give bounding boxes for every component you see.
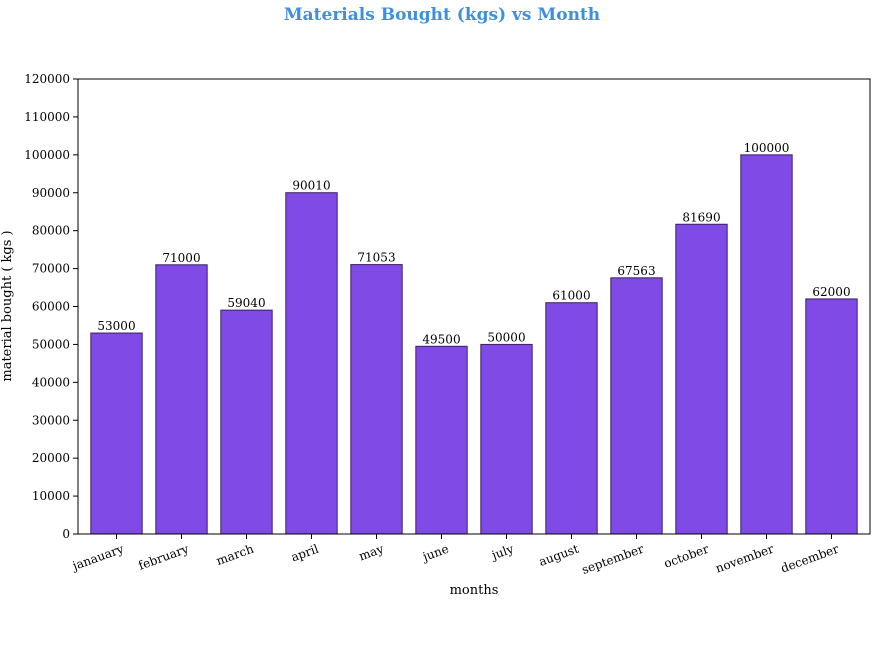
- y-tick-label: 40000: [32, 375, 70, 389]
- bars-layer: 53000 71000 59040 90010 71053 49500 50000 61000…: [90, 141, 858, 535]
- bar-february: [155, 264, 208, 535]
- plot-frame: [77, 78, 871, 535]
- bar-december: [805, 298, 858, 535]
- y-tick-label: 110000: [24, 110, 70, 124]
- bar-august: [545, 302, 598, 535]
- x-tick-label-march: march: [214, 542, 255, 568]
- bar-may: [350, 264, 403, 535]
- y-tick-label: 30000: [32, 413, 70, 427]
- data-label-february: 71000: [162, 251, 200, 265]
- x-tick-label-may: may: [357, 542, 386, 564]
- y-tick-label: 90000: [32, 186, 70, 200]
- x-tick-label-november: november: [714, 542, 776, 576]
- y-tick-label: 20000: [32, 451, 70, 465]
- bar-october: [675, 223, 728, 535]
- x-tick-label-april: april: [289, 542, 320, 565]
- data-label-august: 61000: [552, 289, 590, 303]
- data-label-november: 100000: [744, 141, 790, 155]
- data-label-may: 71053: [357, 251, 395, 265]
- y-tick-label: 70000: [32, 262, 70, 276]
- y-tick-label: 10000: [32, 489, 70, 503]
- bar-april: [285, 192, 338, 535]
- x-tick-label-june: june: [419, 542, 450, 565]
- y-tick-label: 50000: [32, 337, 70, 351]
- data-label-september: 67563: [617, 264, 655, 278]
- bar-november: [740, 154, 793, 535]
- data-label-april: 90010: [292, 179, 330, 193]
- y-axis-label: material bought ( kgs ): [0, 230, 15, 381]
- x-tick-label-janauary: janauary: [69, 542, 126, 574]
- chart-title: Materials Bought (kgs) vs Month: [284, 5, 600, 25]
- bar-march: [220, 309, 273, 535]
- y-tick-label: 0: [62, 527, 70, 541]
- x-tick-label-september: september: [580, 542, 646, 577]
- y-tick-label: 60000: [32, 300, 70, 314]
- x-tick-label-february: february: [137, 542, 191, 573]
- data-label-march: 59040: [227, 296, 265, 310]
- data-label-june: 49500: [422, 332, 460, 346]
- data-label-october: 81690: [682, 210, 720, 224]
- x-axis-label: months: [450, 583, 499, 598]
- bar-june: [415, 345, 468, 535]
- y-tick-label: 80000: [32, 224, 70, 238]
- x-tick-label-july: july: [488, 542, 516, 563]
- y-tick-label: 100000: [24, 148, 70, 162]
- x-tick-label-october: october: [662, 542, 711, 571]
- data-label-janauary: 53000: [97, 319, 135, 333]
- bar-september: [610, 277, 663, 535]
- y-tick-label: 120000: [24, 72, 70, 86]
- bar-janauary: [90, 332, 143, 535]
- data-label-december: 62000: [812, 285, 850, 299]
- x-tick-label-december: december: [779, 542, 841, 576]
- x-tick-label-august: august: [537, 542, 581, 569]
- bar-july: [480, 343, 533, 535]
- data-label-july: 50000: [487, 330, 525, 344]
